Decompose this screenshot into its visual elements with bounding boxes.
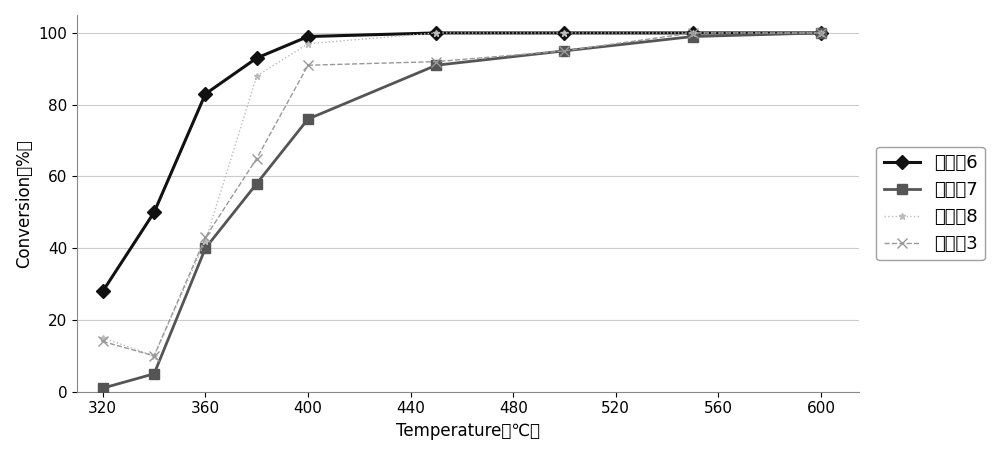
实施兦8 bbox=[97, 335, 109, 341]
实施兦7 bbox=[687, 34, 699, 39]
Line: 实施兦8: 实施兦8 bbox=[99, 30, 824, 359]
实施兦6 bbox=[97, 288, 109, 294]
实施兦6 bbox=[815, 30, 827, 35]
实施兦8 bbox=[251, 73, 263, 79]
实施兦6 bbox=[430, 30, 442, 35]
Line: 实施兦6: 实施兦6 bbox=[98, 28, 826, 296]
实施兦7 bbox=[97, 385, 109, 391]
实施兦7 bbox=[148, 371, 160, 377]
实施兦7 bbox=[558, 48, 570, 54]
X-axis label: Temperature（℃）: Temperature（℃） bbox=[396, 422, 540, 440]
实施兦3 bbox=[558, 48, 570, 54]
实施兦7 bbox=[430, 62, 442, 68]
实施兦8 bbox=[687, 30, 699, 35]
实施兦7 bbox=[815, 30, 827, 35]
实施兦3 bbox=[687, 30, 699, 35]
实施兦3 bbox=[148, 353, 160, 359]
实施兦7 bbox=[199, 246, 211, 251]
Y-axis label: Conversion（%）: Conversion（%） bbox=[15, 139, 33, 268]
实施兦6 bbox=[687, 30, 699, 35]
实施兦8 bbox=[148, 353, 160, 359]
实施兦3 bbox=[430, 59, 442, 64]
Legend: 实施兦6, 实施兦7, 实施兦8, 实施兦3: 实施兦6, 实施兦7, 实施兦8, 实施兦3 bbox=[876, 147, 985, 260]
实施兦6 bbox=[302, 34, 314, 39]
实施兦6 bbox=[148, 210, 160, 215]
实施兦6 bbox=[251, 56, 263, 61]
实施兦8 bbox=[558, 30, 570, 35]
实施兦6 bbox=[199, 91, 211, 96]
实施兦8 bbox=[430, 30, 442, 35]
实施兦6 bbox=[558, 30, 570, 35]
实施兦3 bbox=[199, 235, 211, 240]
实施兦8 bbox=[199, 238, 211, 244]
实施兦8 bbox=[302, 41, 314, 46]
实施兦8 bbox=[815, 30, 827, 35]
实施兦3 bbox=[251, 156, 263, 161]
Line: 实施兦3: 实施兦3 bbox=[98, 28, 826, 361]
实施兦3 bbox=[97, 339, 109, 344]
实施兦3 bbox=[815, 30, 827, 35]
实施兦7 bbox=[251, 181, 263, 187]
实施兦3 bbox=[302, 62, 314, 68]
实施兦7 bbox=[302, 116, 314, 122]
Line: 实施兦7: 实施兦7 bbox=[98, 28, 826, 393]
